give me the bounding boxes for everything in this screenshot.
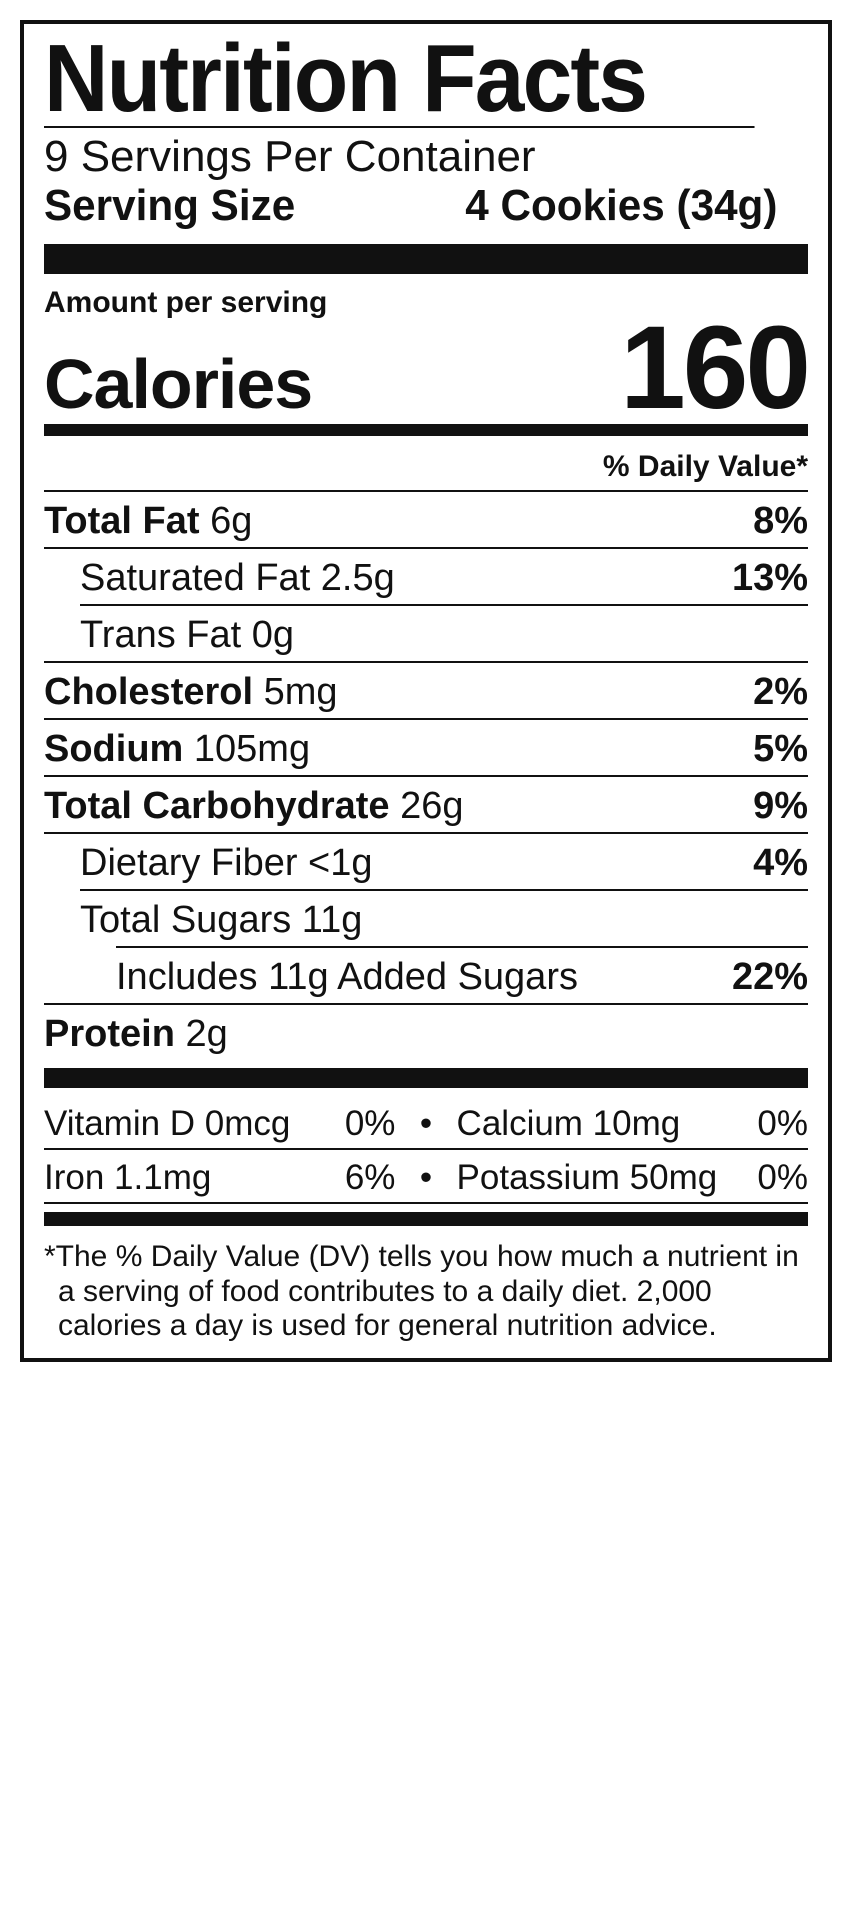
calories-row: Calories 160 xyxy=(44,318,808,436)
chol-pct: 2% xyxy=(753,671,808,714)
row-sugars: Total Sugars 11g xyxy=(44,891,808,946)
chol-name: Cholesterol xyxy=(44,671,253,713)
iron-pct: 6% xyxy=(345,1158,396,1198)
sodium-name: Sodium xyxy=(44,728,183,770)
row-trans-fat: Trans Fat 0g xyxy=(44,606,808,663)
footnote: *The % Daily Value (DV) tells you how mu… xyxy=(44,1234,808,1348)
row-sodium: Sodium 105mg 5% xyxy=(44,720,808,777)
calories-value: 160 xyxy=(620,318,808,418)
protein-name: Protein xyxy=(44,1013,175,1055)
total-fat-name: Total Fat xyxy=(44,500,200,542)
added-sugars-pct: 22% xyxy=(732,956,808,999)
trans-fat-name: Trans Fat 0g xyxy=(44,614,294,657)
calcium-pct: 0% xyxy=(757,1104,808,1144)
iron: Iron 1.1mg xyxy=(44,1158,211,1198)
bullet-icon: • xyxy=(395,1104,456,1144)
sodium-amt: 105mg xyxy=(194,728,310,770)
fiber-name: Dietary Fiber <1g xyxy=(44,842,373,885)
title: Nutrition Facts xyxy=(44,38,755,128)
chol-amt: 5mg xyxy=(264,671,338,713)
carb-amt: 26g xyxy=(400,785,463,827)
row-protein: Protein 2g xyxy=(44,1005,808,1060)
fiber-pct: 4% xyxy=(753,842,808,885)
carb-pct: 9% xyxy=(753,785,808,828)
row-sat-fat: Saturated Fat 2.5g 13% xyxy=(44,549,808,604)
daily-value-header: % Daily Value* xyxy=(44,436,808,492)
nutrition-label: Nutrition Facts 9 Servings Per Container… xyxy=(20,20,832,1362)
sat-fat-name: Saturated Fat 2.5g xyxy=(44,557,395,600)
servings-per-container: 9 Servings Per Container xyxy=(44,134,808,180)
serving-size-label: Serving Size xyxy=(44,182,295,230)
potassium: Potassium 50mg xyxy=(457,1158,718,1198)
vitamin-d: Vitamin D 0mcg xyxy=(44,1104,290,1144)
bullet-icon: • xyxy=(395,1158,456,1198)
potassium-pct: 0% xyxy=(757,1158,808,1198)
row-fiber: Dietary Fiber <1g 4% xyxy=(44,834,808,889)
carb-name: Total Carbohydrate xyxy=(44,785,390,827)
sugars-name: Total Sugars 11g xyxy=(44,899,362,942)
sat-fat-pct: 13% xyxy=(732,557,808,600)
total-fat-amt: 6g xyxy=(210,500,252,542)
calcium: Calcium 10mg xyxy=(457,1104,681,1144)
vitamin-row-2: Iron 1.1mg 6% • Potassium 50mg 0% xyxy=(44,1150,808,1204)
serving-size-row: Serving Size 4 Cookies (34g) xyxy=(44,182,777,230)
divider-bar xyxy=(44,1212,808,1226)
vitamin-row-1: Vitamin D 0mcg 0% • Calcium 10mg 0% xyxy=(44,1096,808,1150)
row-cholesterol: Cholesterol 5mg 2% xyxy=(44,663,808,720)
row-added-sugars: Includes 11g Added Sugars 22% xyxy=(44,948,808,1005)
serving-size-value: 4 Cookies (34g) xyxy=(465,182,777,230)
vitamin-d-pct: 0% xyxy=(345,1104,396,1144)
added-sugars-name: Includes 11g Added Sugars xyxy=(44,956,578,999)
total-fat-pct: 8% xyxy=(753,500,808,543)
divider-bar xyxy=(44,244,808,274)
divider-bar xyxy=(44,1068,808,1088)
protein-amt: 2g xyxy=(185,1013,227,1055)
calories-label: Calories xyxy=(44,353,312,416)
row-total-fat: Total Fat 6g 8% xyxy=(44,492,808,549)
row-carb: Total Carbohydrate 26g 9% xyxy=(44,777,808,834)
sodium-pct: 5% xyxy=(753,728,808,771)
